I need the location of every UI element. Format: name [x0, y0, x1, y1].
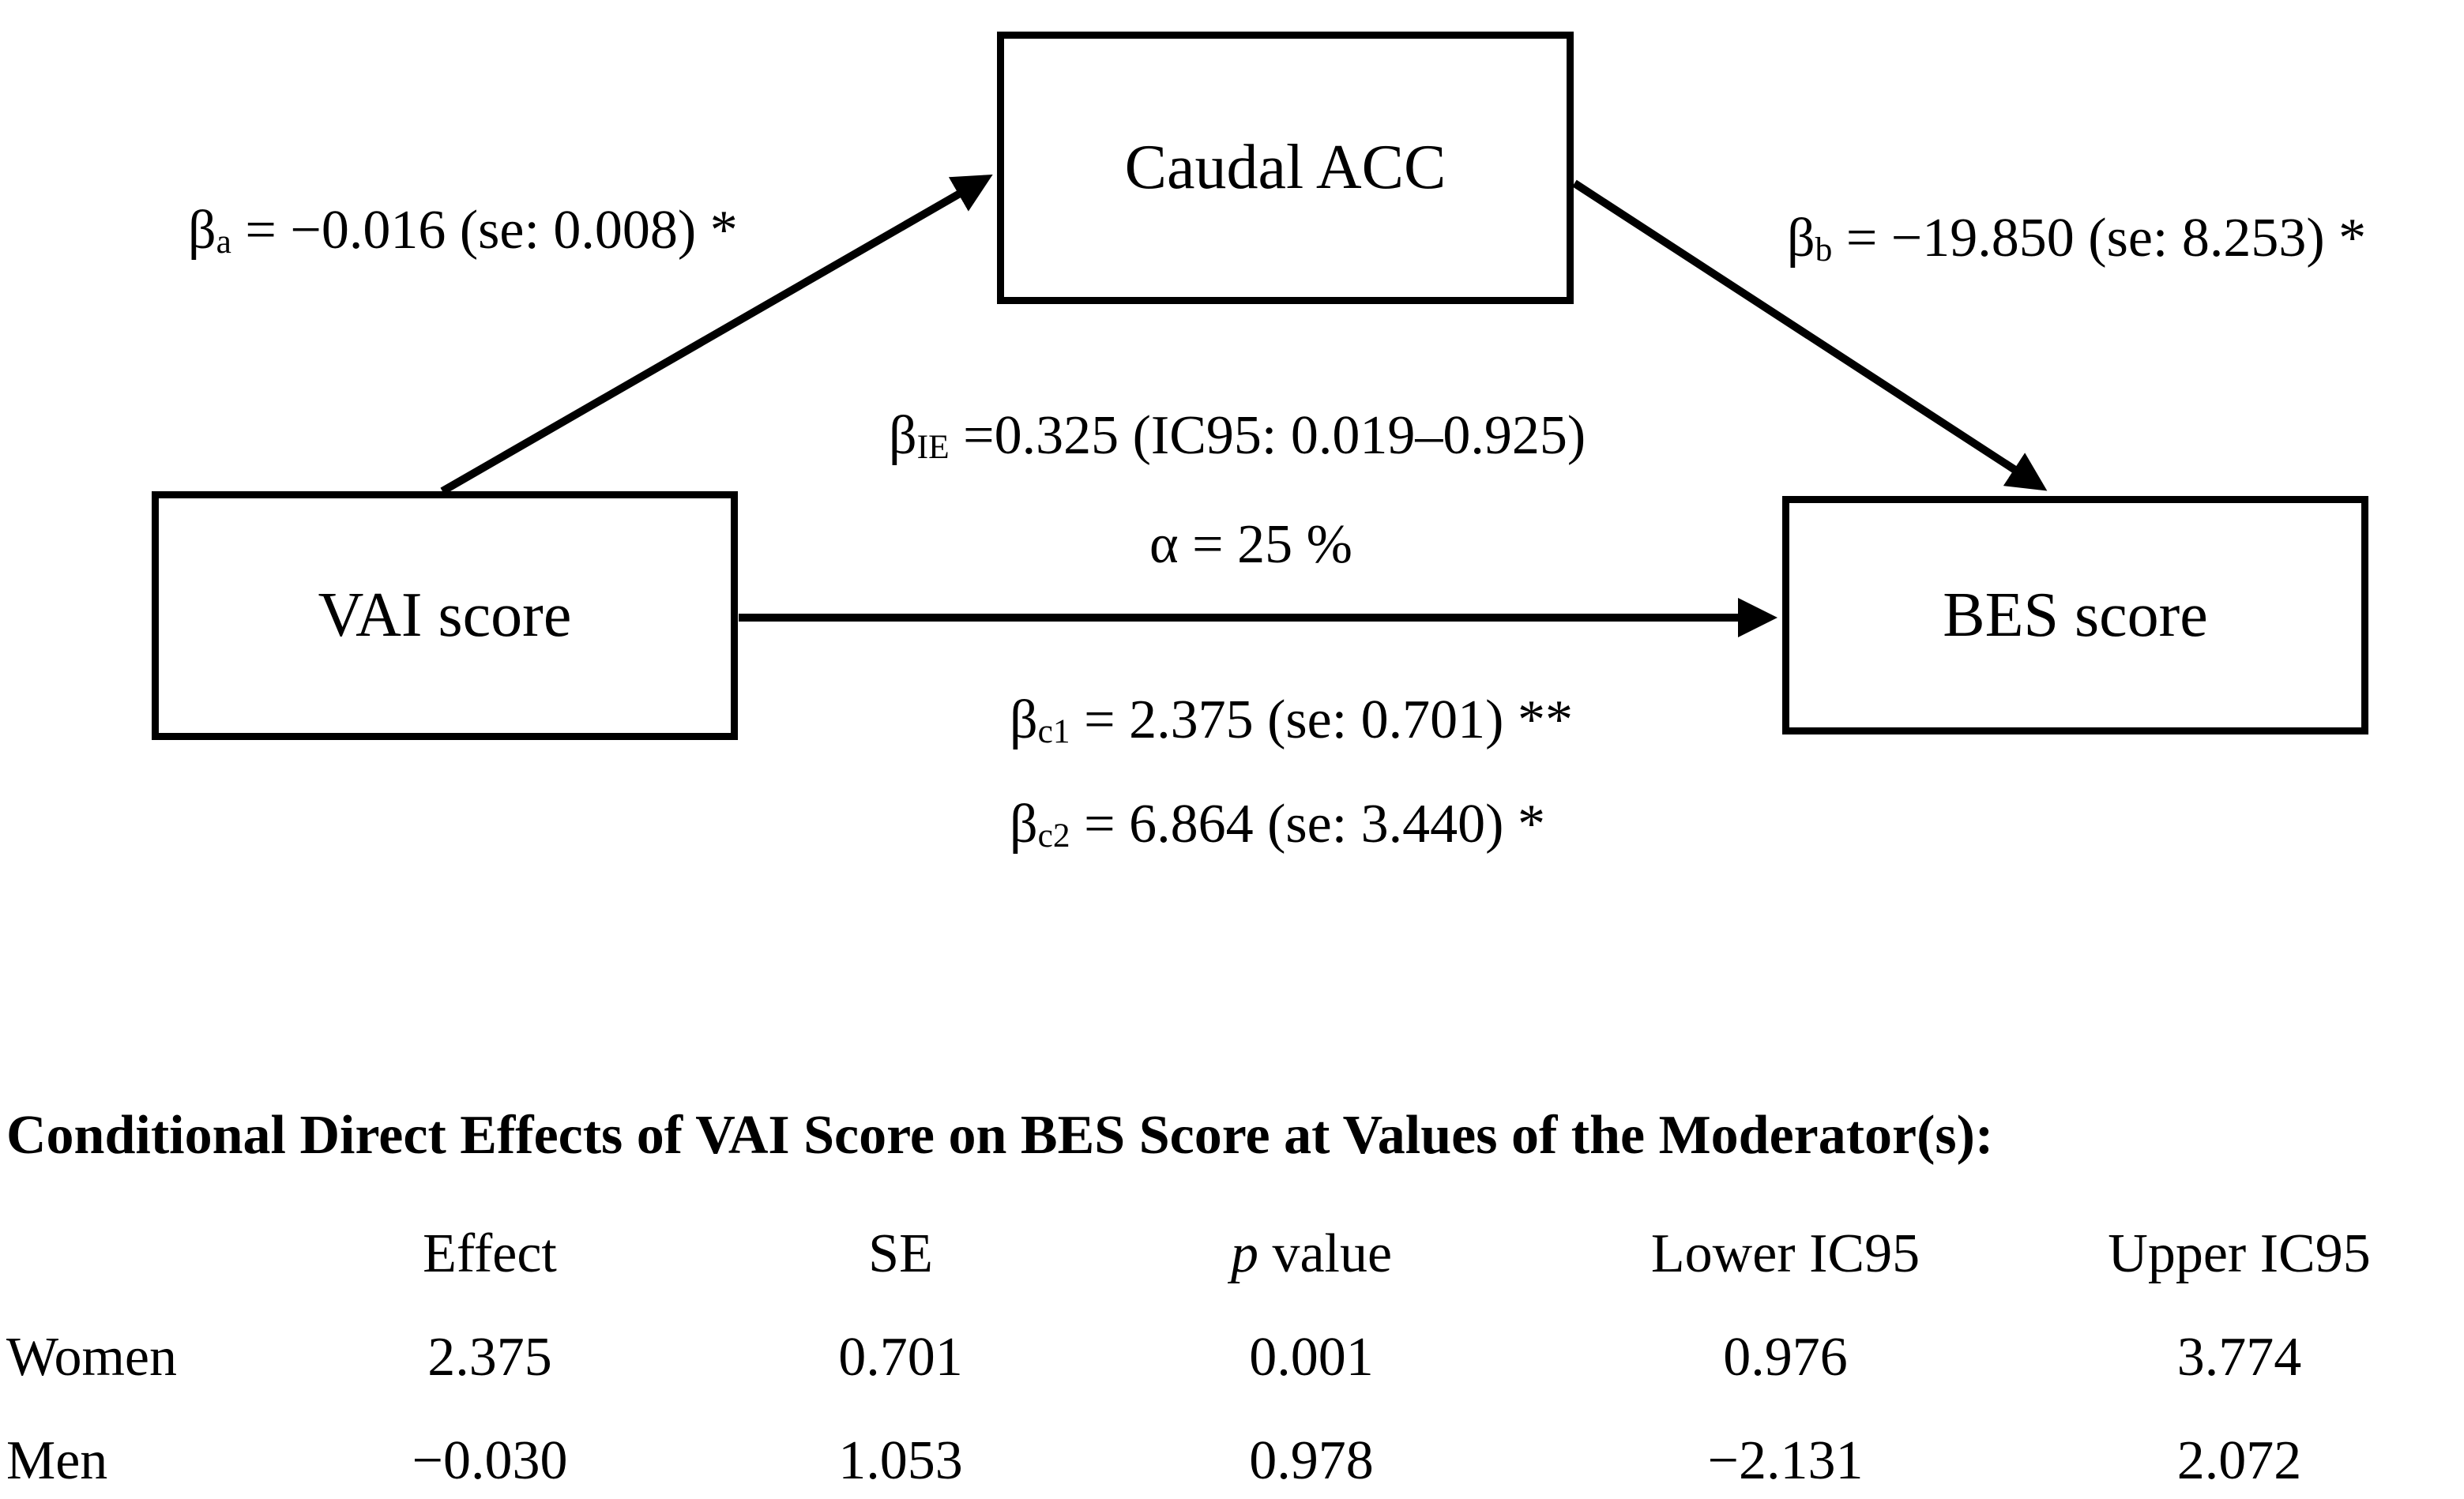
path-b-subscript: b — [1815, 231, 1833, 269]
path-a-subscript: a — [216, 223, 231, 261]
path-c1-subscript: c1 — [1037, 712, 1070, 751]
beta-symbol: β — [1010, 689, 1038, 750]
conditional-effects-table: Effect SE p value Lower IC95 Upper IC95 … — [0, 1202, 2464, 1499]
predictor-box-label: VAI score — [318, 580, 572, 650]
cell-effect: −0.030 — [412, 1429, 568, 1491]
cell-upper-ic95: 2.072 — [2176, 1429, 2302, 1491]
cell-upper-ic95: 3.774 — [2176, 1326, 2302, 1388]
indirect-effect-coefficient: βIE =0.325 (IC95: 0.019–0.925) — [889, 404, 1586, 468]
predictor-box: VAI score — [152, 491, 738, 740]
arrow-a-path — [440, 175, 993, 495]
outcome-box-label: BES score — [1943, 580, 2208, 650]
cell-se: 0.701 — [838, 1326, 963, 1388]
arrow-b-path — [1572, 179, 2048, 491]
path-c2-text: = 6.864 (se: 3.440) * — [1070, 794, 1545, 855]
cell-effect: 2.375 — [427, 1326, 552, 1388]
beta-symbol: β — [1787, 208, 1815, 269]
outcome-box: BES score — [1782, 496, 2368, 734]
table-header-row: Effect SE p value Lower IC95 Upper IC95 — [0, 1202, 2464, 1306]
mediator-box: Caudal ACC — [997, 32, 1574, 304]
path-c1-coefficient: βc1 = 2.375 (se: 0.701) ** — [1010, 689, 1573, 752]
row-label: Women — [6, 1326, 177, 1388]
path-b-coefficient: βb = −19.850 (se: 8.253) * — [1787, 207, 2366, 270]
column-header-lower-ic95: Lower IC95 — [1650, 1223, 1920, 1284]
alpha-level-label: α = 25 % — [1149, 514, 1352, 575]
row-label: Men — [6, 1429, 108, 1491]
path-c2-subscript: c2 — [1037, 817, 1070, 855]
cell-lower-ic95: 0.976 — [1723, 1326, 1848, 1388]
path-c2-coefficient: βc2 = 6.864 (se: 3.440) * — [1010, 793, 1545, 856]
cell-se: 1.053 — [838, 1429, 963, 1491]
mediator-box-label: Caudal ACC — [1124, 133, 1446, 202]
cell-p-value: 0.978 — [1249, 1429, 1374, 1491]
beta-symbol: β — [188, 200, 216, 261]
path-a-coefficient: βa = −0.016 (se: 0.008) * — [188, 199, 738, 262]
cell-lower-ic95: −2.131 — [1707, 1429, 1864, 1491]
table-row-women: Women 2.375 0.701 0.001 0.976 3.774 — [0, 1306, 2464, 1409]
path-ie-subscript: IE — [916, 428, 950, 467]
conditional-effects-title: Conditional Direct Effects of VAI Score … — [6, 1105, 1994, 1166]
column-header-effect: Effect — [423, 1223, 557, 1284]
path-ie-text: =0.325 (IC95: 0.019–0.925) — [949, 405, 1586, 466]
path-a-text: = −0.016 (se: 0.008) * — [231, 200, 738, 261]
column-header-p-value: p value — [1230, 1223, 1393, 1284]
path-b-text: = −19.850 (se: 8.253) * — [1832, 208, 2367, 269]
column-header-upper-ic95: Upper IC95 — [2108, 1223, 2371, 1284]
column-header-se: SE — [868, 1223, 933, 1284]
beta-symbol: β — [1010, 794, 1038, 855]
path-c1-text: = 2.375 (se: 0.701) ** — [1070, 689, 1573, 750]
header-spacer — [0, 1202, 245, 1306]
path-arrows — [440, 175, 2048, 637]
cell-p-value: 0.001 — [1249, 1326, 1374, 1388]
beta-symbol: β — [889, 405, 917, 466]
table-row-men: Men −0.030 1.053 0.978 −2.131 2.072 — [0, 1409, 2464, 1499]
